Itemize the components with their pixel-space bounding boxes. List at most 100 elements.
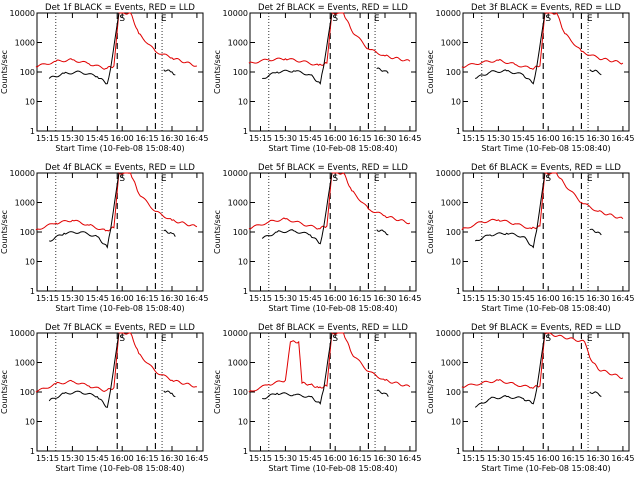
plot-frame xyxy=(462,332,630,452)
x-tick-label: 15:30 xyxy=(61,134,84,143)
x-tick-label: 16:00 xyxy=(537,294,560,303)
events-series-line xyxy=(262,332,333,405)
end-marker: E xyxy=(587,174,593,184)
x-tick-label: 16:45 xyxy=(611,454,634,463)
y-axis-label: Counts/sec xyxy=(213,210,222,254)
events-series-line xyxy=(49,172,120,249)
events-series-line xyxy=(475,172,546,249)
panel-det-4: Det 4f BLACK = Events, RED = LLD 1 10 100 10… xyxy=(0,163,208,313)
y-tick-label: 100 xyxy=(233,68,248,77)
y-tick-label: 1000 xyxy=(441,359,461,368)
x-axis-label: Start Time (10-Feb-08 15:08:40) xyxy=(55,304,184,313)
x-tick-label: 16:15 xyxy=(349,134,372,143)
y-tick-label: 10 xyxy=(25,98,35,107)
end-marker: E xyxy=(374,334,380,344)
end-marker: E xyxy=(161,14,167,24)
x-tick-label: 16:00 xyxy=(537,134,560,143)
x-tick-label: 15:45 xyxy=(512,134,535,143)
x-tick-label: 16:30 xyxy=(160,454,183,463)
x-tick-label: 15:15 xyxy=(249,454,272,463)
y-axis-label: Counts/sec xyxy=(426,210,435,254)
lld-series-line xyxy=(248,12,411,66)
panel-title: Det 2f BLACK = Events, RED = LLD xyxy=(258,3,408,13)
y-tick-label: 1 xyxy=(30,447,35,456)
x-tick-label: 16:15 xyxy=(136,134,159,143)
events-series-line xyxy=(262,12,333,85)
y-tick-label: 100 xyxy=(20,228,35,237)
panel-det-1: Det 1f BLACK = Events, RED = LLD 1 10 100 10… xyxy=(0,3,208,153)
events-series-line xyxy=(589,228,602,236)
x-tick-label: 16:45 xyxy=(185,294,208,303)
y-axis-label: Counts/sec xyxy=(0,370,9,414)
x-tick-label: 15:15 xyxy=(36,294,59,303)
x-tick-label: 16:00 xyxy=(537,454,560,463)
x-tick-label: 16:15 xyxy=(562,454,585,463)
start-marker: S xyxy=(119,174,125,184)
plot-frame xyxy=(249,172,417,292)
x-tick-label: 16:00 xyxy=(111,134,134,143)
start-marker: S xyxy=(119,334,125,344)
y-tick-label: 100 xyxy=(20,68,35,77)
x-tick-label: 16:15 xyxy=(562,134,585,143)
x-tick-label: 15:45 xyxy=(299,134,322,143)
x-tick-label: 15:45 xyxy=(86,294,109,303)
y-tick-label: 100 xyxy=(446,228,461,237)
x-tick-label: 15:30 xyxy=(487,454,510,463)
y-tick-label: 10 xyxy=(451,418,461,427)
y-tick-label: 10000 xyxy=(436,169,461,178)
y-tick-label: 1000 xyxy=(228,199,248,208)
y-tick-label: 10000 xyxy=(10,329,35,338)
x-tick-label: 16:45 xyxy=(398,454,421,463)
x-tick-label: 16:00 xyxy=(324,454,347,463)
y-tick-label: 10 xyxy=(238,258,248,267)
y-axis-label: Counts/sec xyxy=(0,50,9,94)
lld-series-line xyxy=(461,332,624,389)
panel-det-9: Det 9f BLACK = Events, RED = LLD 1 10 100 10… xyxy=(426,323,634,473)
y-tick-label: 1 xyxy=(30,287,35,296)
y-tick-label: 10000 xyxy=(10,9,35,18)
panel-title: Det 8f BLACK = Events, RED = LLD xyxy=(258,323,408,333)
plot-frame xyxy=(36,172,204,292)
y-tick-label: 10000 xyxy=(223,329,248,338)
start-marker: S xyxy=(545,334,551,344)
x-tick-label: 15:15 xyxy=(249,134,272,143)
events-series-line xyxy=(589,69,602,76)
start-marker: S xyxy=(545,14,551,24)
x-axis-label: Start Time (10-Feb-08 15:08:40) xyxy=(268,304,397,313)
x-tick-label: 16:15 xyxy=(562,294,585,303)
start-marker: S xyxy=(332,334,338,344)
y-tick-label: 1 xyxy=(456,127,461,136)
y-tick-label: 1000 xyxy=(441,199,461,208)
events-series-line xyxy=(163,390,176,398)
x-tick-label: 16:45 xyxy=(185,454,208,463)
y-tick-label: 100 xyxy=(446,388,461,397)
plot-frame xyxy=(462,12,630,132)
panel-title: Det 3f BLACK = Events, RED = LLD xyxy=(471,3,621,13)
events-series-line xyxy=(163,69,176,76)
y-axis-label: Counts/sec xyxy=(426,50,435,94)
events-series-line xyxy=(48,12,120,85)
events-series-line xyxy=(376,389,389,397)
y-tick-label: 100 xyxy=(20,388,35,397)
y-tick-label: 10 xyxy=(25,258,35,267)
events-series-line xyxy=(163,229,176,237)
x-tick-label: 16:15 xyxy=(349,454,372,463)
lld-series-line xyxy=(461,12,624,70)
x-axis-label: Start Time (10-Feb-08 15:08:40) xyxy=(481,144,610,153)
x-axis-label: Start Time (10-Feb-08 15:08:40) xyxy=(55,464,184,473)
panel-title: Det 4f BLACK = Events, RED = LLD xyxy=(45,163,195,173)
x-axis-label: Start Time (10-Feb-08 15:08:40) xyxy=(268,144,397,153)
panel-title: Det 6f BLACK = Events, RED = LLD xyxy=(471,163,621,173)
start-marker: S xyxy=(119,14,125,24)
end-marker: E xyxy=(161,174,167,184)
panel-title: Det 9f BLACK = Events, RED = LLD xyxy=(471,323,621,333)
y-tick-label: 1000 xyxy=(15,359,35,368)
events-series-line xyxy=(474,332,546,408)
x-tick-label: 16:00 xyxy=(324,134,347,143)
panel-det-8: Det 8f BLACK = Events, RED = LLD 1 10 100 10… xyxy=(213,323,421,473)
x-tick-label: 16:00 xyxy=(111,294,134,303)
y-tick-label: 1 xyxy=(456,447,461,456)
y-tick-label: 1000 xyxy=(15,39,35,48)
y-tick-label: 10000 xyxy=(436,329,461,338)
